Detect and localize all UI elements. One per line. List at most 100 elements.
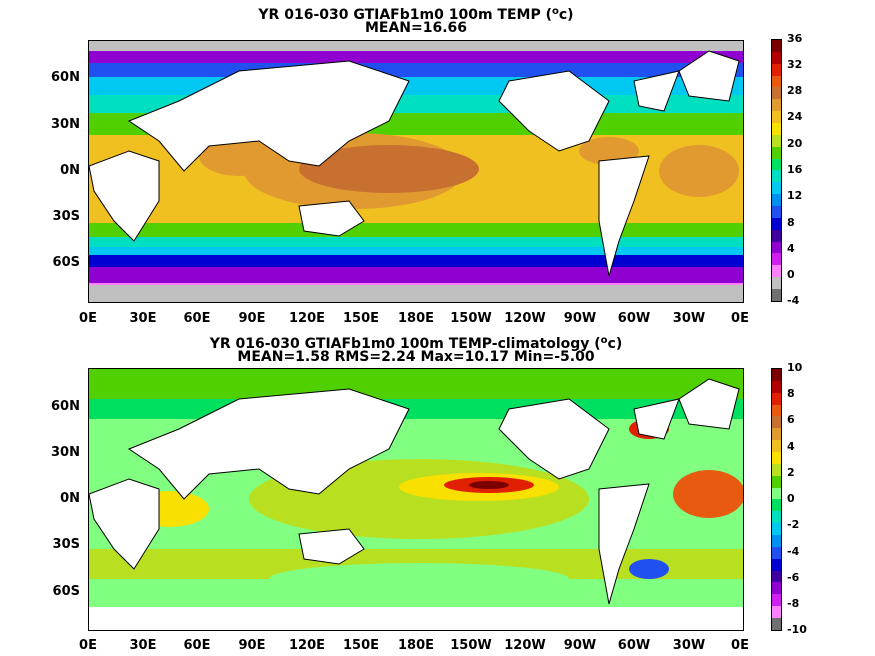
top-panel-subtitle: MEAN=16.66 xyxy=(364,20,468,36)
colorbar-swatch xyxy=(772,277,781,290)
colorbar-swatch xyxy=(772,463,781,476)
colorbar-swatch xyxy=(772,570,781,583)
colorbar-swatch xyxy=(772,546,781,559)
colorbar-swatch xyxy=(772,75,781,88)
colorbar-swatch xyxy=(772,380,781,393)
colorbar-label: 10 xyxy=(787,361,803,374)
x-tick: 150E xyxy=(342,311,380,326)
colorbar-swatch xyxy=(772,582,781,595)
colorbar-label: -6 xyxy=(787,571,800,584)
x-tick: 90W xyxy=(563,311,597,326)
x-tick: 150W xyxy=(450,311,492,326)
colorbar-swatch xyxy=(772,487,781,500)
colorbar-label: -2 xyxy=(787,518,800,531)
y-tick: 0N xyxy=(60,491,80,506)
colorbar-label: 24 xyxy=(787,110,803,123)
colorbar-swatch xyxy=(772,440,781,453)
colorbar-swatch xyxy=(772,99,781,112)
colorbar-swatch xyxy=(772,51,781,64)
colorbar-label: 36 xyxy=(787,32,803,45)
x-tick: 90W xyxy=(563,638,597,653)
colorbar-swatch xyxy=(772,369,781,381)
x-tick: 120E xyxy=(288,311,326,326)
colorbar-swatch xyxy=(772,229,781,242)
colorbar-label: 8 xyxy=(787,387,795,400)
colorbar-swatch xyxy=(772,206,781,218)
colorbar-swatch xyxy=(772,594,781,607)
x-tick: 30W xyxy=(672,311,706,326)
y-tick: 60N xyxy=(51,399,80,414)
y-tick: 30S xyxy=(52,209,80,224)
colorbar-label: 28 xyxy=(787,84,803,97)
colorbar-swatch xyxy=(772,146,781,159)
colorbar-swatch xyxy=(772,111,781,124)
y-tick: 60N xyxy=(51,70,80,85)
x-tick: 90E xyxy=(238,638,266,653)
bottom-panel-subtitle: MEAN=1.58 RMS=2.24 Max=10.17 Min=-5.00 xyxy=(237,349,595,365)
x-tick: 0E xyxy=(79,311,97,326)
bottom-anomaly-map xyxy=(88,368,744,631)
colorbar-label: -8 xyxy=(787,597,800,610)
x-tick: 150E xyxy=(342,638,380,653)
y-tick: 30S xyxy=(52,537,80,552)
colorbar-label: 32 xyxy=(787,58,803,71)
x-tick: 0E xyxy=(79,638,97,653)
y-tick: 60S xyxy=(52,255,80,270)
x-tick: 120W xyxy=(504,638,546,653)
colorbar-swatch xyxy=(772,87,781,100)
colorbar-swatch xyxy=(772,40,781,52)
colorbar-label: 8 xyxy=(787,216,795,229)
x-tick: 60E xyxy=(183,311,211,326)
colorbar-swatch xyxy=(772,475,781,488)
y-tick: 30N xyxy=(51,445,80,460)
colorbar-swatch xyxy=(772,182,781,195)
colorbar-label: 4 xyxy=(787,440,795,453)
x-tick: 120W xyxy=(504,311,546,326)
x-tick: 180E xyxy=(397,311,435,326)
colorbar-swatch xyxy=(772,253,781,266)
x-tick: 30W xyxy=(672,638,706,653)
colorbar-swatch xyxy=(772,289,781,301)
colorbar-label: 20 xyxy=(787,137,803,150)
colorbar-swatch xyxy=(772,63,781,76)
x-tick: 120E xyxy=(288,638,326,653)
top-temperature-map xyxy=(88,40,744,303)
colorbar-swatch xyxy=(772,452,781,464)
colorbar-label: -10 xyxy=(787,623,807,636)
colorbar-swatch xyxy=(772,241,781,254)
colorbar-swatch xyxy=(772,134,781,147)
colorbar-swatch xyxy=(772,404,781,417)
y-tick: 0N xyxy=(60,163,80,178)
colorbar-label: 12 xyxy=(787,189,803,202)
colorbar-label: 2 xyxy=(787,466,795,479)
x-tick: 60W xyxy=(617,638,651,653)
top-panel-title: YR 016-030 GTIAFb1m0 100m TEMP (oc) xyxy=(258,6,574,23)
colorbar-swatch xyxy=(772,558,781,571)
colorbar-swatch xyxy=(772,194,781,207)
top-colorbar xyxy=(771,39,782,302)
colorbar-label: -4 xyxy=(787,294,800,307)
x-tick: 180E xyxy=(397,638,435,653)
x-tick: 0E xyxy=(731,311,749,326)
colorbar-label: 16 xyxy=(787,163,803,176)
x-tick: 90E xyxy=(238,311,266,326)
colorbar-swatch xyxy=(772,158,781,171)
colorbar-swatch xyxy=(772,618,781,630)
colorbar-swatch xyxy=(772,416,781,429)
y-tick: 60S xyxy=(52,584,80,599)
colorbar-swatch xyxy=(772,511,781,524)
colorbar-swatch xyxy=(772,499,781,512)
x-tick: 0E xyxy=(731,638,749,653)
y-tick: 30N xyxy=(51,117,80,132)
colorbar-swatch xyxy=(772,265,781,278)
colorbar-label: -4 xyxy=(787,545,800,558)
colorbar-swatch xyxy=(772,392,781,405)
colorbar-label: 4 xyxy=(787,242,795,255)
colorbar-swatch xyxy=(772,606,781,619)
bottom-panel-title: YR 016-030 GTIAFb1m0 100m TEMP-climatolo… xyxy=(209,335,623,352)
colorbar-swatch xyxy=(772,535,781,547)
colorbar-swatch xyxy=(772,170,781,183)
colorbar-swatch xyxy=(772,123,781,135)
colorbar-label: 0 xyxy=(787,268,795,281)
colorbar-label: 6 xyxy=(787,413,795,426)
